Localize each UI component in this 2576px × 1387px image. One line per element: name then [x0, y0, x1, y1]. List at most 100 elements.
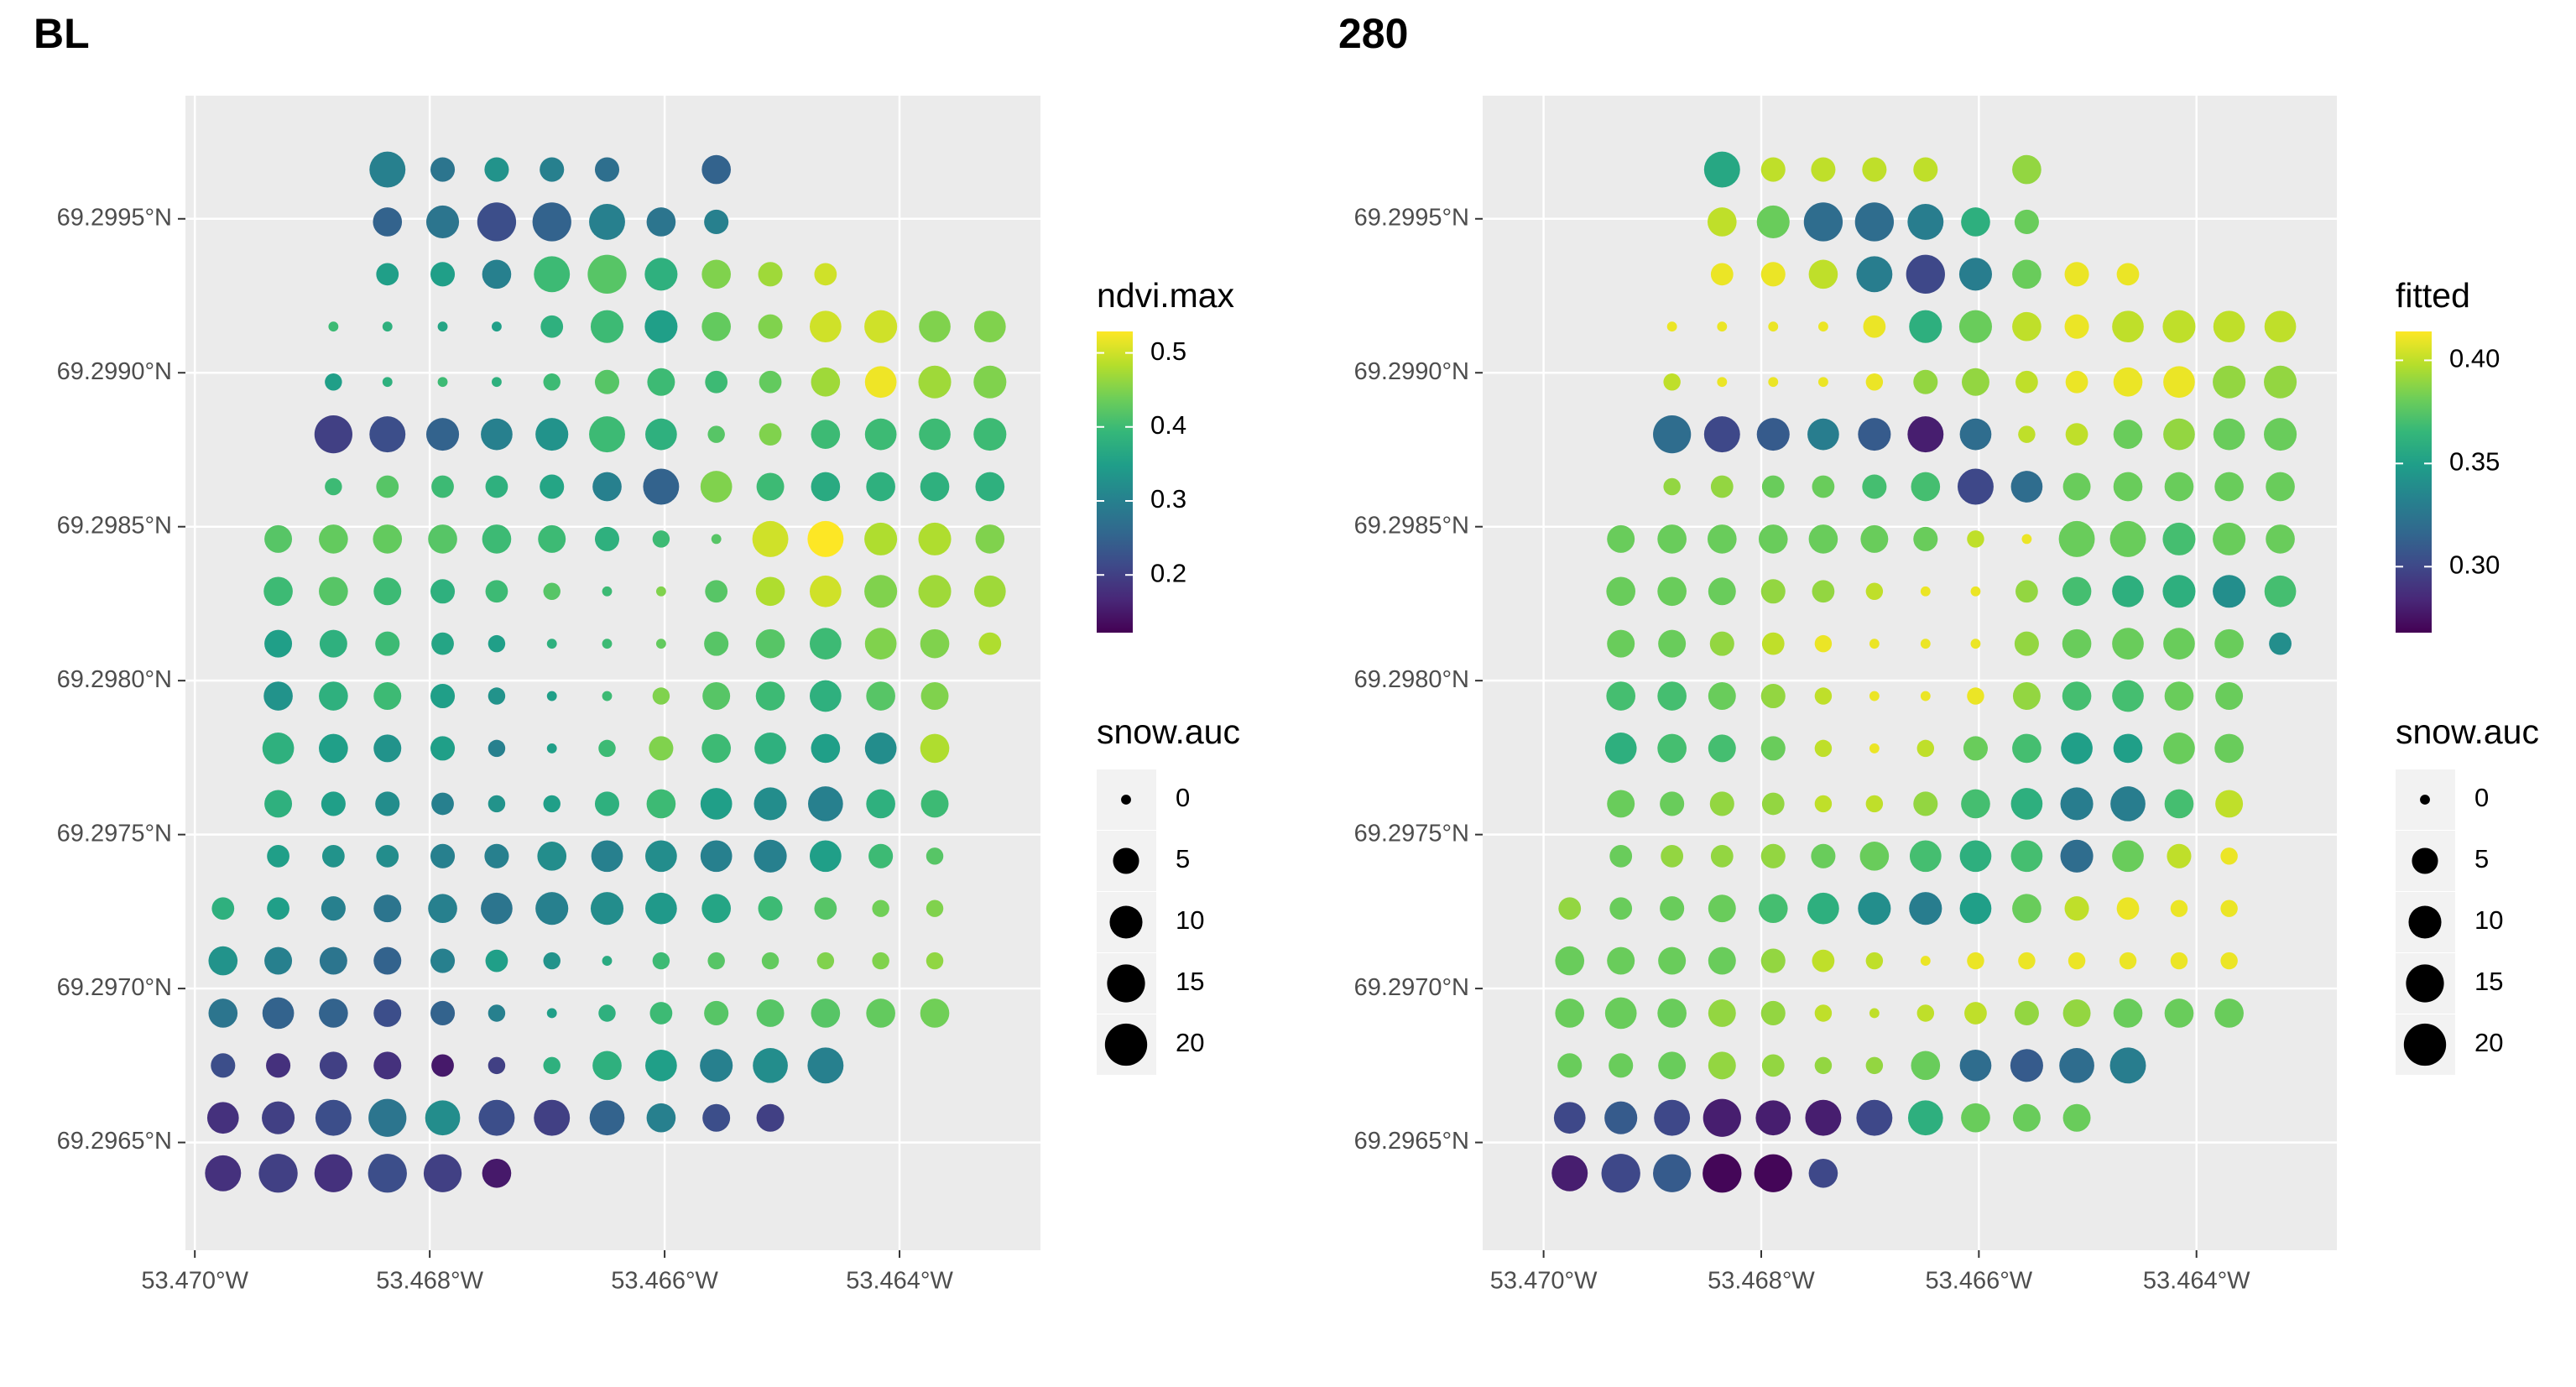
point — [1814, 634, 1833, 653]
point — [1913, 526, 1938, 551]
point — [754, 787, 787, 821]
point — [376, 263, 399, 286]
point — [1609, 897, 1633, 920]
point — [701, 733, 731, 764]
point — [1807, 418, 1839, 451]
point — [920, 472, 950, 502]
x-tick-label: 53.464°W — [846, 1268, 953, 1295]
point — [594, 157, 620, 182]
point — [755, 628, 785, 659]
point — [1607, 946, 1635, 975]
point — [1607, 790, 1635, 818]
point — [1865, 795, 1884, 813]
point — [319, 946, 347, 975]
point — [1760, 157, 1786, 182]
point — [1653, 415, 1692, 454]
point — [319, 999, 348, 1028]
point — [375, 791, 400, 816]
point — [652, 530, 670, 548]
point — [2062, 628, 2092, 659]
legend-label: 15 — [1176, 967, 1204, 996]
point — [2213, 575, 2246, 608]
point — [920, 733, 950, 764]
point — [1959, 892, 1992, 925]
point — [368, 1098, 407, 1137]
point — [919, 418, 951, 451]
point — [2112, 575, 2144, 607]
point — [546, 743, 557, 753]
point — [756, 1103, 785, 1132]
colorbar-label: 0.5 — [1150, 336, 1186, 366]
point — [1604, 733, 1637, 764]
point — [811, 733, 841, 764]
point — [2065, 370, 2088, 394]
point — [864, 366, 897, 399]
point — [263, 576, 293, 607]
point — [1553, 1102, 1586, 1134]
point — [711, 534, 722, 545]
point — [920, 790, 949, 818]
point — [319, 733, 348, 764]
point — [1959, 840, 1992, 873]
point — [975, 524, 1005, 554]
point — [478, 1099, 515, 1136]
point — [918, 575, 952, 608]
legend-title: snow.auc — [2396, 712, 2539, 751]
point — [2170, 952, 2188, 970]
point — [1703, 151, 1740, 188]
point — [2010, 1049, 2043, 1082]
colorbar-label: 0.4 — [1150, 410, 1186, 440]
legend-label: 10 — [2474, 905, 2503, 935]
legend-title: fitted — [2396, 276, 2470, 315]
point — [1703, 1154, 1742, 1193]
point — [810, 575, 842, 607]
point — [1703, 1098, 1741, 1137]
point — [645, 840, 677, 873]
point — [431, 632, 454, 655]
point — [808, 786, 843, 821]
point — [1703, 416, 1740, 453]
point — [2162, 575, 2196, 608]
point — [373, 894, 402, 923]
point — [1709, 631, 1734, 656]
point — [864, 628, 897, 660]
point — [1814, 795, 1833, 813]
point — [594, 369, 620, 394]
point — [2215, 790, 2244, 818]
point — [810, 840, 842, 873]
point — [537, 842, 567, 871]
point — [598, 739, 616, 758]
point — [2163, 418, 2195, 451]
point — [1710, 263, 1734, 286]
point — [264, 790, 293, 818]
point — [1970, 586, 1981, 597]
point — [707, 952, 725, 970]
point — [540, 474, 565, 499]
point — [430, 948, 456, 973]
point — [1708, 1051, 1736, 1080]
point — [2214, 628, 2244, 659]
point — [704, 1000, 729, 1025]
point — [264, 946, 293, 975]
point — [1604, 997, 1637, 1030]
point — [321, 896, 346, 921]
point — [1663, 373, 1681, 391]
point — [1658, 629, 1687, 658]
point — [592, 472, 622, 502]
point — [266, 1053, 291, 1078]
point — [1666, 321, 1677, 332]
colorbar-label: 0.2 — [1150, 558, 1186, 587]
point — [704, 209, 729, 234]
point — [382, 377, 393, 388]
point — [1907, 416, 1944, 453]
point — [973, 365, 1007, 399]
y-tick-label: 69.2965°N — [57, 1128, 172, 1155]
point — [872, 952, 889, 970]
point — [1760, 1000, 1786, 1025]
point — [973, 310, 1006, 343]
legend-label: 10 — [1176, 905, 1204, 935]
legend-point — [1121, 795, 1131, 805]
point — [919, 310, 951, 343]
point — [1920, 956, 1931, 967]
y-tick-label: 69.2990°N — [1354, 358, 1469, 385]
